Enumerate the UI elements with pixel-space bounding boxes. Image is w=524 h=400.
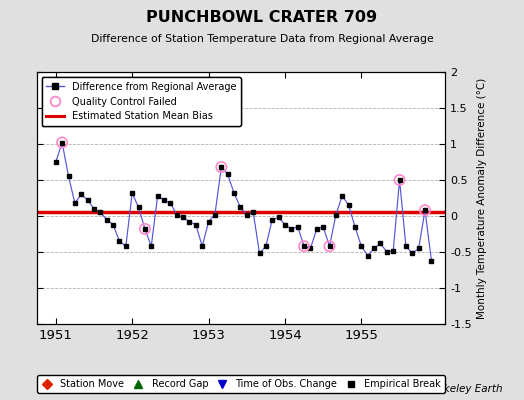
Y-axis label: Monthly Temperature Anomaly Difference (°C): Monthly Temperature Anomaly Difference (… (477, 77, 487, 319)
Point (141, 226, 149, 232)
Point (396, 177, 404, 183)
Point (325, 243, 334, 250)
Legend: Difference from Regional Average, Quality Control Failed, Estimated Station Mean: Difference from Regional Average, Qualit… (41, 77, 241, 126)
Legend: Station Move, Record Gap, Time of Obs. Change, Empirical Break: Station Move, Record Gap, Time of Obs. C… (37, 375, 445, 393)
Point (421, 207, 429, 214)
Text: Berkeley Earth: Berkeley Earth (427, 384, 503, 394)
Point (300, 243, 308, 250)
Point (217, 164, 225, 170)
Point (58, 139, 67, 146)
Text: PUNCHBOWL CRATER 709: PUNCHBOWL CRATER 709 (146, 10, 378, 25)
Text: Difference of Station Temperature Data from Regional Average: Difference of Station Temperature Data f… (91, 34, 433, 44)
